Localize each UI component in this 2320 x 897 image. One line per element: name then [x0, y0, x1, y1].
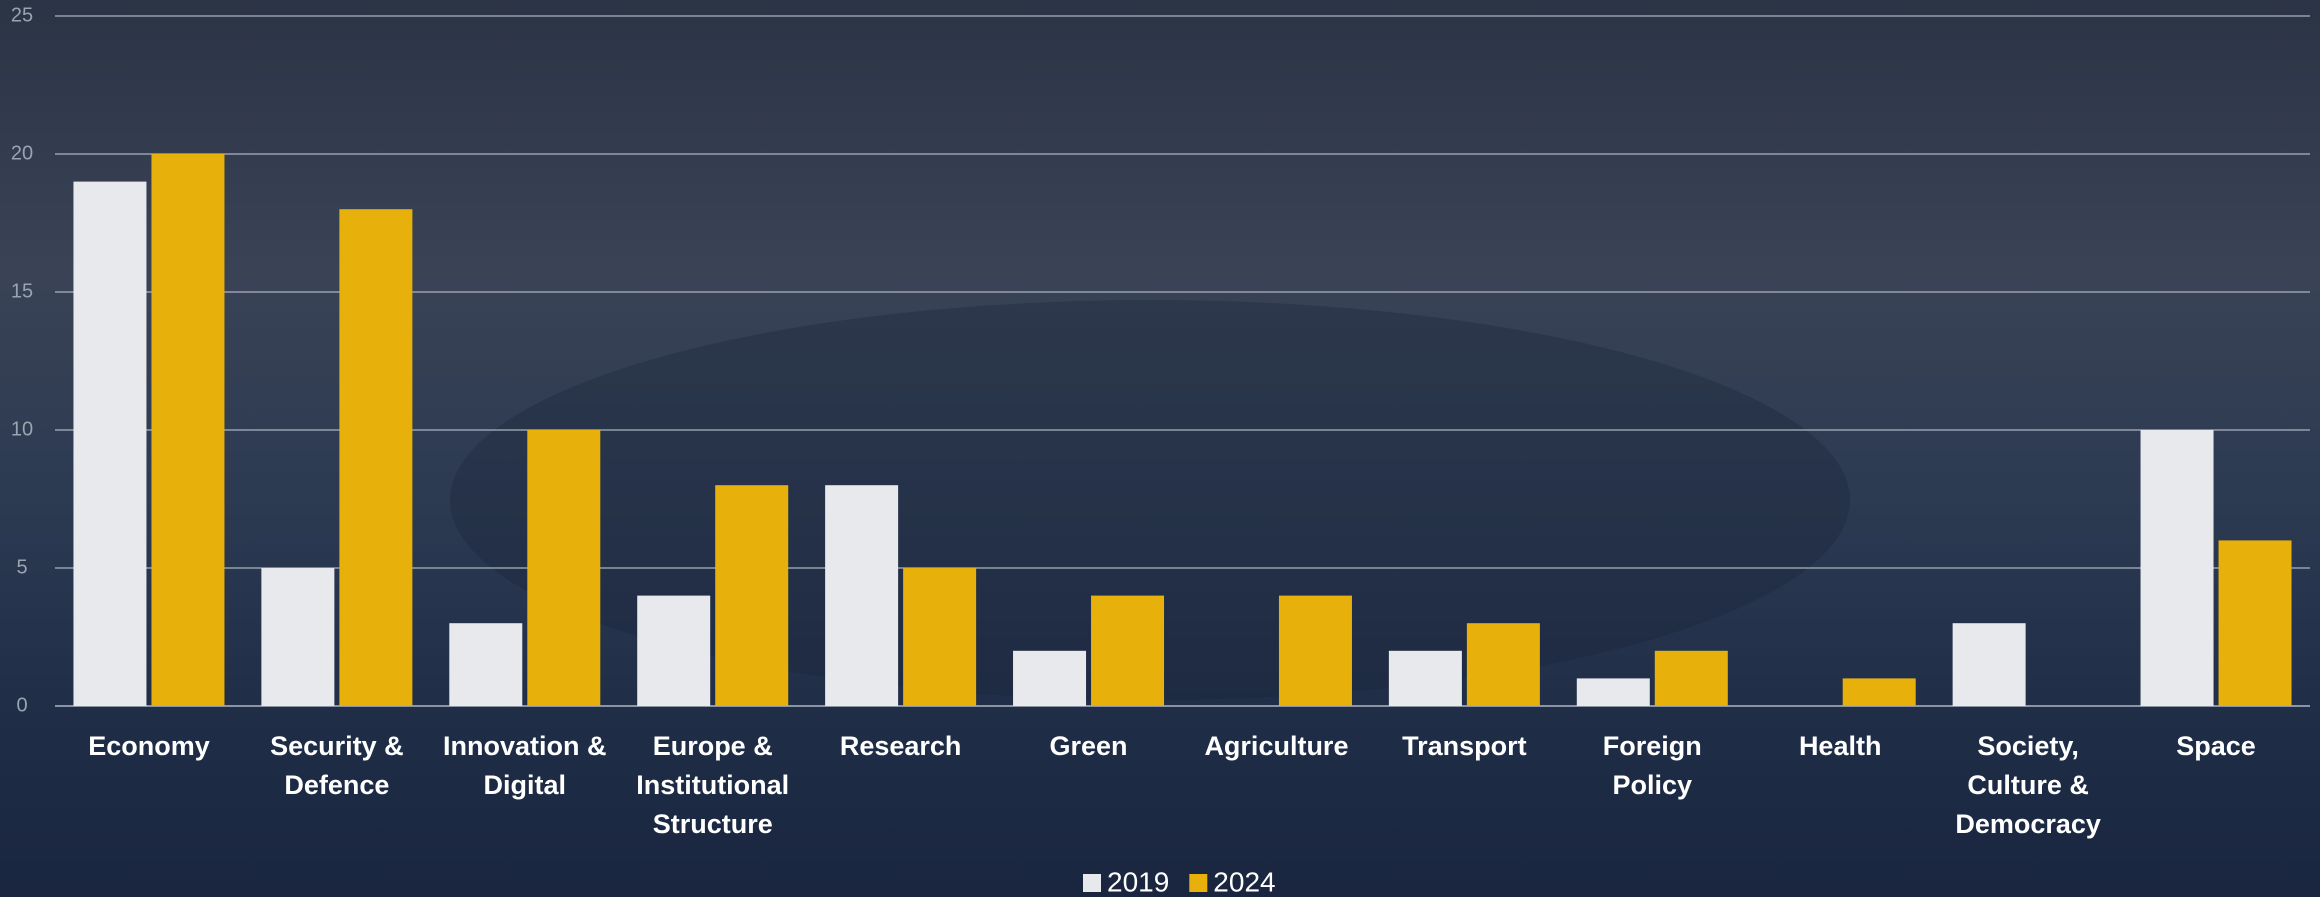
y-tick-label: 25 — [11, 4, 33, 26]
x-tick-label: Health — [1798, 731, 1882, 761]
x-tick-label: Economy — [88, 731, 210, 761]
bar — [1013, 650, 1087, 706]
x-tick-label: Security & Defence — [270, 731, 404, 800]
bar — [449, 623, 523, 706]
y-tick-label: 10 — [11, 418, 33, 440]
legend-swatch — [1083, 874, 1101, 892]
x-tick-label: Europe & Institutional Structure — [636, 731, 790, 839]
x-tick-label: Transport — [1402, 731, 1527, 761]
x-tick-label: Foreign Policy — [1602, 731, 1702, 800]
legend-swatch — [1189, 874, 1208, 892]
bar — [2140, 430, 2214, 706]
bar — [1278, 595, 1352, 706]
bar — [715, 485, 789, 706]
bar — [1576, 678, 1650, 706]
bar — [73, 181, 147, 707]
bar — [1466, 623, 1540, 706]
y-tick-label: 5 — [16, 556, 27, 578]
x-tick-label: Space — [2176, 731, 2256, 761]
bar — [1842, 678, 1916, 706]
bar — [261, 568, 335, 706]
bar — [1388, 650, 1462, 706]
background-shade — [450, 300, 1850, 700]
bar — [2218, 540, 2292, 706]
bar — [825, 485, 899, 706]
legend-label: 2019 — [1107, 866, 1169, 897]
bar — [339, 209, 413, 706]
x-tick-label: Green — [1049, 731, 1128, 761]
bar — [1654, 650, 1728, 706]
legend-label: 2024 — [1213, 866, 1275, 897]
y-tick-label: 20 — [11, 142, 33, 164]
y-tick-label: 0 — [16, 694, 27, 716]
bar — [1952, 623, 2026, 706]
bar — [527, 430, 601, 706]
x-tick-label: Innovation & Digital — [443, 731, 607, 800]
x-tick-label: Research — [839, 731, 962, 761]
bar — [637, 595, 711, 706]
y-tick-label: 15 — [11, 280, 33, 302]
bar — [151, 154, 225, 706]
bar — [903, 568, 977, 706]
bar — [1091, 595, 1165, 706]
x-tick-label: Agriculture — [1204, 731, 1349, 761]
x-tick-label: Society, Culture & Democracy — [1955, 731, 2101, 839]
